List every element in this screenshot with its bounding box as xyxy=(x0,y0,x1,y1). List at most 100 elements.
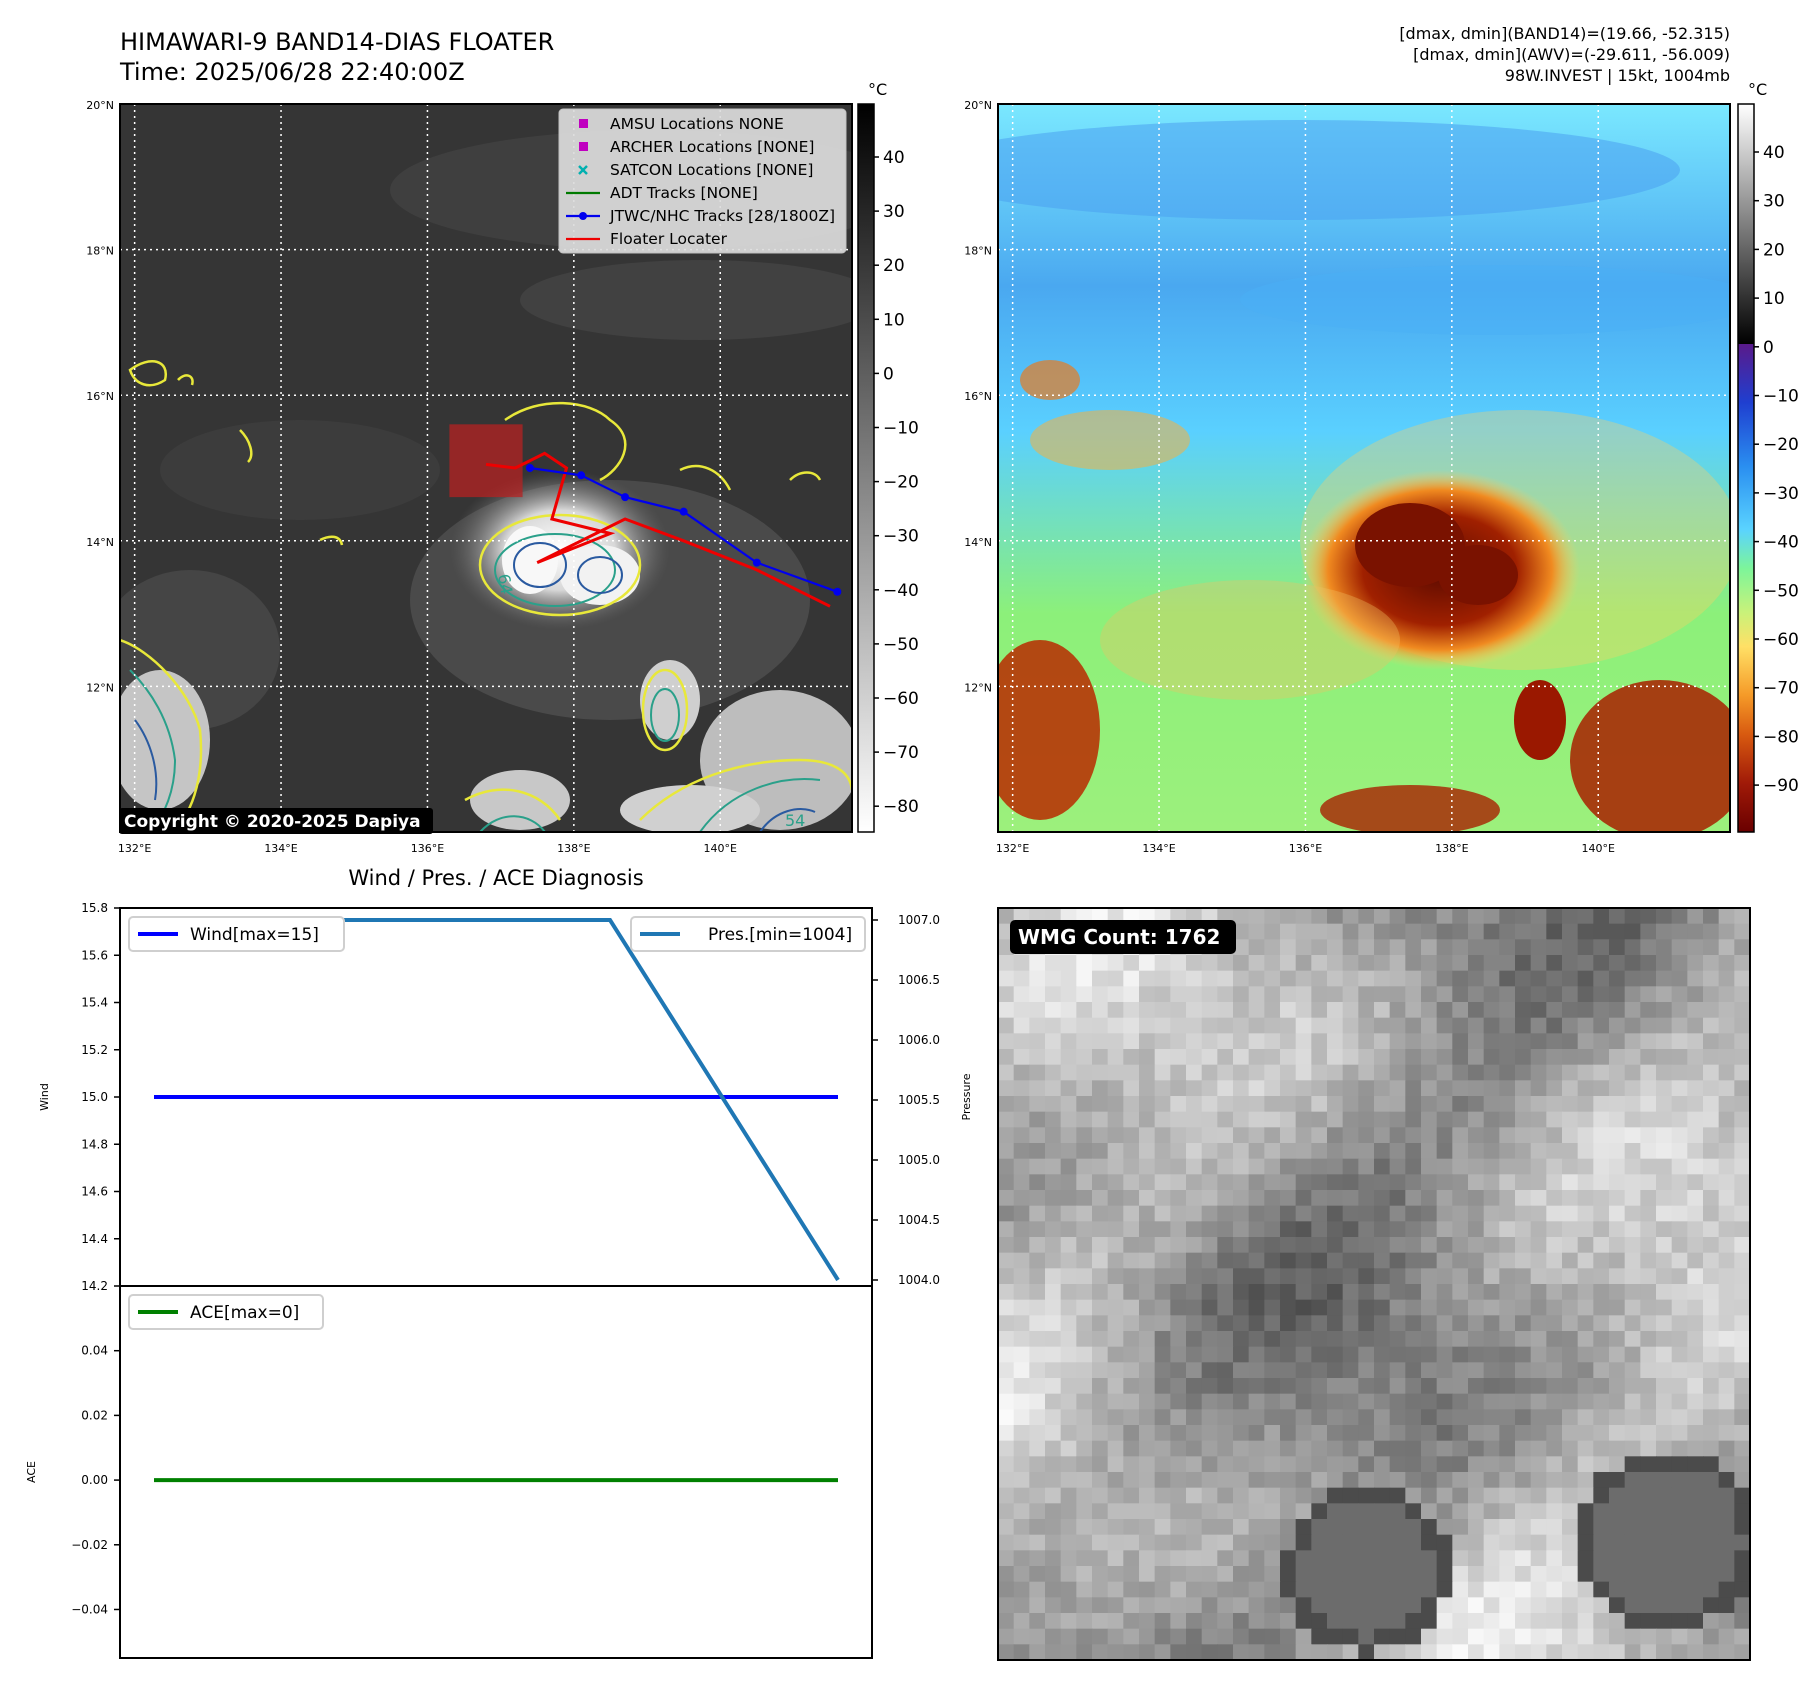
right-map-frame xyxy=(997,103,1731,833)
wmg-panel: WMG Count: 1762 xyxy=(997,907,1751,1661)
pressure-axis-tick: 1004.0 xyxy=(898,1273,940,1287)
wind-legend-label: Wind[max=15] xyxy=(190,925,319,945)
right-colorbar-tick: −90 xyxy=(1763,776,1799,796)
left-colorbar-tick: −20 xyxy=(883,473,919,493)
left-colorbar-tick: −60 xyxy=(883,689,919,709)
left-map-legend: AMSU Locations NONE ARCHER Locations [NON… xyxy=(558,108,847,254)
pressure-ylabel: Pressure xyxy=(960,1073,973,1120)
pressure-axis-tick: 1004.5 xyxy=(898,1213,940,1227)
left-map-frame xyxy=(119,103,853,833)
ace-axis-tick: −0.04 xyxy=(71,1602,108,1616)
left-colorbar-tick: 10 xyxy=(883,310,905,330)
left-lat-tick: 14°N xyxy=(86,536,114,549)
floater-locater-track xyxy=(485,451,831,608)
ace-ylabel: ACE xyxy=(25,1461,38,1483)
right-colorbar-tick: −60 xyxy=(1763,630,1799,650)
left-colorbar-tick: −40 xyxy=(883,581,919,601)
legend-item-label: ARCHER Locations [NONE] xyxy=(610,138,814,156)
stats-line2: [dmax, dmin](AWV)=(-29.611, -56.009) xyxy=(1413,45,1730,64)
wind-axis-tick: 14.8 xyxy=(81,1137,108,1151)
contour-label-64: 64 xyxy=(494,572,516,595)
right-lon-tick: 134°E xyxy=(1142,842,1175,855)
right-colorbar-warm xyxy=(1738,104,1754,344)
wind-axis-tick: 15.6 xyxy=(81,948,108,962)
right-colorbar-tick: 20 xyxy=(1763,240,1785,260)
wind-axis-tick: 15.4 xyxy=(81,996,108,1010)
right-lat-tick: 18°N xyxy=(964,245,992,258)
left-lon-tick: 132°E xyxy=(118,842,151,855)
right-colorbar-unit: °C xyxy=(1748,80,1767,99)
right-lon-tick: 136°E xyxy=(1289,842,1322,855)
ace-axes xyxy=(119,1285,873,1659)
left-colorbar xyxy=(857,103,875,833)
stats-line3: 98W.INVEST | 15kt, 1004mb xyxy=(1505,66,1730,85)
ace-legend: ACE[max=0] xyxy=(128,1294,324,1330)
right-lon-tick: 140°E xyxy=(1582,842,1615,855)
legend-item: ARCHER Locations [NONE] xyxy=(579,138,814,156)
left-map-grid xyxy=(120,104,852,832)
right-colorbar-tick: 30 xyxy=(1763,192,1785,212)
pressure-axis-tick: 1007.0 xyxy=(898,913,940,927)
ace-axis-tick: −0.02 xyxy=(71,1538,108,1552)
legend-item: JTWC/NHC Tracks [28/1800Z] xyxy=(566,207,835,225)
right-lat-tick: 16°N xyxy=(964,390,992,403)
wind-axis-tick: 15.2 xyxy=(81,1043,108,1057)
stats-line1: [dmax, dmin](BAND14)=(19.66, -52.315) xyxy=(1399,24,1730,43)
right-lat-tick: 14°N xyxy=(964,536,992,549)
left-lon-tick: 136°E xyxy=(411,842,444,855)
right-colorbar-tick: −10 xyxy=(1763,387,1799,407)
left-colorbar-tick: −50 xyxy=(883,635,919,655)
jtwc-track-point xyxy=(833,587,842,596)
left-colorbar-tick: −10 xyxy=(883,419,919,439)
wmg-count-label: WMG Count: 1762 xyxy=(1018,925,1220,949)
copyright-text: Copyright © 2020-2025 Dapiya xyxy=(124,812,421,832)
left-colorbar-tick: 20 xyxy=(883,256,905,276)
left-map: 64 54 AMSU Locations NONE ARCHER Location… xyxy=(86,80,919,855)
wmg-frame xyxy=(997,907,1751,1661)
left-colorbar-tick: −80 xyxy=(883,797,919,817)
jtwc-track-point xyxy=(525,464,534,472)
left-lon-tick: 140°E xyxy=(704,842,737,855)
right-colorbar-tick: 40 xyxy=(1763,143,1785,163)
wind-axis-tick: 14.4 xyxy=(81,1232,108,1246)
pressure-axis-tick: 1005.0 xyxy=(898,1153,940,1167)
ace-axis-tick: 0.00 xyxy=(81,1473,108,1487)
left-colorbar-tick: 40 xyxy=(883,148,905,168)
contour-label-54: 54 xyxy=(785,811,805,830)
right-colorbar-tick: −50 xyxy=(1763,581,1799,601)
pressure-legend: Pres.[min=1004] xyxy=(630,916,866,952)
right-map-grid xyxy=(998,104,1730,832)
right-lat-tick: 12°N xyxy=(964,681,992,694)
legend-item: SATCON Locations [NONE] xyxy=(578,161,813,179)
jtwc-track-point xyxy=(679,507,688,516)
pressure-axis-tick: 1005.5 xyxy=(898,1093,940,1107)
left-lon-tick: 138°E xyxy=(557,842,590,855)
title-line1: HIMAWARI-9 BAND14-DIAS FLOATER xyxy=(120,28,554,56)
left-colorbar-unit: °C xyxy=(868,80,887,99)
right-colorbar-tick: −70 xyxy=(1763,679,1799,699)
wind-axis-tick: 15.8 xyxy=(81,901,108,915)
wind-legend: Wind[max=15] xyxy=(128,916,345,952)
left-lon-tick: 134°E xyxy=(264,842,297,855)
legend-item-label: Floater Locater xyxy=(610,230,728,248)
left-lat-tick: 20°N xyxy=(86,99,114,112)
legend-item-label: JTWC/NHC Tracks [28/1800Z] xyxy=(609,207,835,225)
wind-ylabel: Wind xyxy=(38,1083,51,1111)
wmg-label-box xyxy=(1010,920,1236,954)
ace-axis-tick: 0.04 xyxy=(81,1344,108,1358)
legend-item: ADT Tracks [NONE] xyxy=(566,184,758,202)
ace-legend-label: ACE[max=0] xyxy=(190,1303,299,1323)
copyright-box xyxy=(119,808,433,834)
diagnosis-panel: Wind / Pres. / ACE Diagnosis Wind Pressu… xyxy=(25,866,973,1659)
legend-item: Floater Locater xyxy=(566,230,728,248)
right-colorbar-tick: 10 xyxy=(1763,289,1785,309)
jtwc-track-point xyxy=(752,558,761,567)
right-colorbar-frame xyxy=(1737,103,1755,833)
right-lon-tick: 138°E xyxy=(1435,842,1468,855)
left-colorbar-tick: −30 xyxy=(883,527,919,547)
right-colorbar-tick: −80 xyxy=(1763,727,1799,747)
wind-axis-tick: 14.6 xyxy=(81,1185,108,1199)
right-colorbar-tick: −30 xyxy=(1763,484,1799,504)
left-lat-tick: 12°N xyxy=(86,681,114,694)
